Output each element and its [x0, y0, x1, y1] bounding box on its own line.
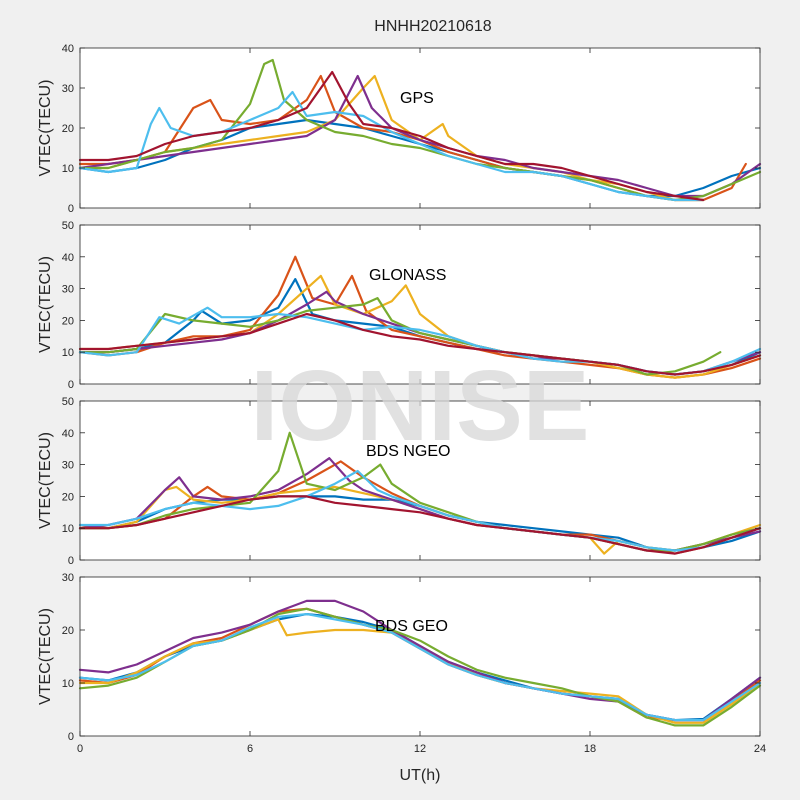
series-line-6 — [78, 469, 762, 552]
subplot-1: 0 10 20 30 40 VTEC(TECU) GPS — [37, 43, 762, 215]
y-tick-label: 40 — [62, 252, 74, 264]
y-tick-label: 0 — [68, 731, 74, 743]
x-tick-label: 24 — [754, 743, 766, 755]
plot-area — [80, 577, 760, 736]
subplot-2: 0 10 20 30 40 50 VTEC(TECU) GLONASS — [37, 220, 762, 391]
plot-area — [80, 225, 760, 384]
y-tick-label: 30 — [62, 572, 74, 584]
y-tick-label: 20 — [62, 123, 74, 135]
subplot-4: 0 10 20 30 VTEC(TECU) BDS GEO — [37, 572, 762, 743]
series-line-7 — [78, 70, 705, 202]
y-tick-label: 20 — [62, 625, 74, 637]
y-tick-label: 30 — [62, 284, 74, 296]
series-line-7 — [78, 495, 762, 555]
y-tick-label: 20 — [62, 491, 74, 503]
plot-area — [80, 48, 760, 208]
y-axis-label: VTEC(TECU) — [37, 432, 54, 529]
series-annotation: BDS NGEO — [366, 443, 450, 460]
y-tick-label: 50 — [62, 220, 74, 232]
y-tick-label: 0 — [68, 203, 74, 215]
series-line-4 — [78, 74, 762, 198]
figure-title: HNHH20210618 — [374, 18, 492, 35]
y-tick-label: 30 — [62, 460, 74, 472]
y-tick-label: 0 — [68, 379, 74, 391]
x-tick-label: 18 — [584, 743, 596, 755]
series-line-6 — [78, 90, 705, 202]
x-tick-label: 6 — [247, 743, 253, 755]
series-line-7 — [78, 312, 762, 376]
x-axis-label: UT(h) — [400, 767, 441, 784]
y-tick-label: 10 — [62, 523, 74, 535]
subplots-group: 0 10 20 30 40 VTEC(TECU) GPS 0 10 20 30 40 50 VTEC(TE… — [37, 43, 762, 743]
y-tick-label: 10 — [62, 163, 74, 175]
y-axis-label: VTEC(TECU) — [37, 256, 54, 353]
y-tick-label: 10 — [62, 347, 74, 359]
subplot-3: 0 10 20 30 40 50 VTEC(TECU) BDS NGEO — [37, 396, 762, 567]
series-line-6 — [78, 613, 762, 722]
x-axis-ticks: 0 6 12 18 24 — [77, 743, 766, 755]
y-tick-label: 50 — [62, 396, 74, 408]
x-tick-label: 0 — [77, 743, 83, 755]
y-tick-label: 20 — [62, 315, 74, 327]
y-axis-label: VTEC(TECU) — [37, 80, 54, 177]
y-tick-label: 40 — [62, 43, 74, 55]
y-tick-label: 10 — [62, 678, 74, 690]
watermark: IONISE — [251, 350, 590, 462]
y-tick-label: 40 — [62, 428, 74, 440]
series-annotation: GLONASS — [369, 267, 446, 284]
series-annotation: BDS GEO — [375, 618, 448, 635]
y-axis-label: VTEC(TECU) — [37, 608, 54, 705]
series-annotation: GPS — [400, 90, 434, 107]
x-tick-label: 12 — [414, 743, 426, 755]
y-tick-label: 30 — [62, 83, 74, 95]
y-tick-label: 0 — [68, 555, 74, 567]
plot-area — [80, 401, 760, 560]
series-line-5 — [78, 58, 762, 202]
